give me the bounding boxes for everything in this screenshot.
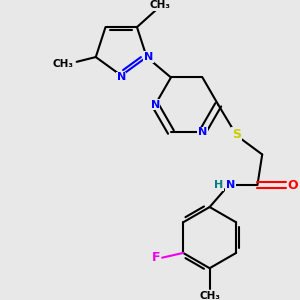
Text: N: N bbox=[144, 52, 153, 62]
Text: H: H bbox=[214, 180, 223, 190]
Text: CH₃: CH₃ bbox=[199, 291, 220, 300]
Text: N: N bbox=[226, 180, 235, 190]
Text: S: S bbox=[232, 128, 241, 141]
Text: F: F bbox=[152, 251, 160, 264]
Text: CH₃: CH₃ bbox=[149, 0, 170, 10]
Text: O: O bbox=[287, 178, 298, 192]
Text: N: N bbox=[198, 127, 207, 137]
Text: N: N bbox=[117, 73, 126, 82]
Text: CH₃: CH₃ bbox=[53, 59, 74, 69]
Text: N: N bbox=[151, 100, 160, 110]
